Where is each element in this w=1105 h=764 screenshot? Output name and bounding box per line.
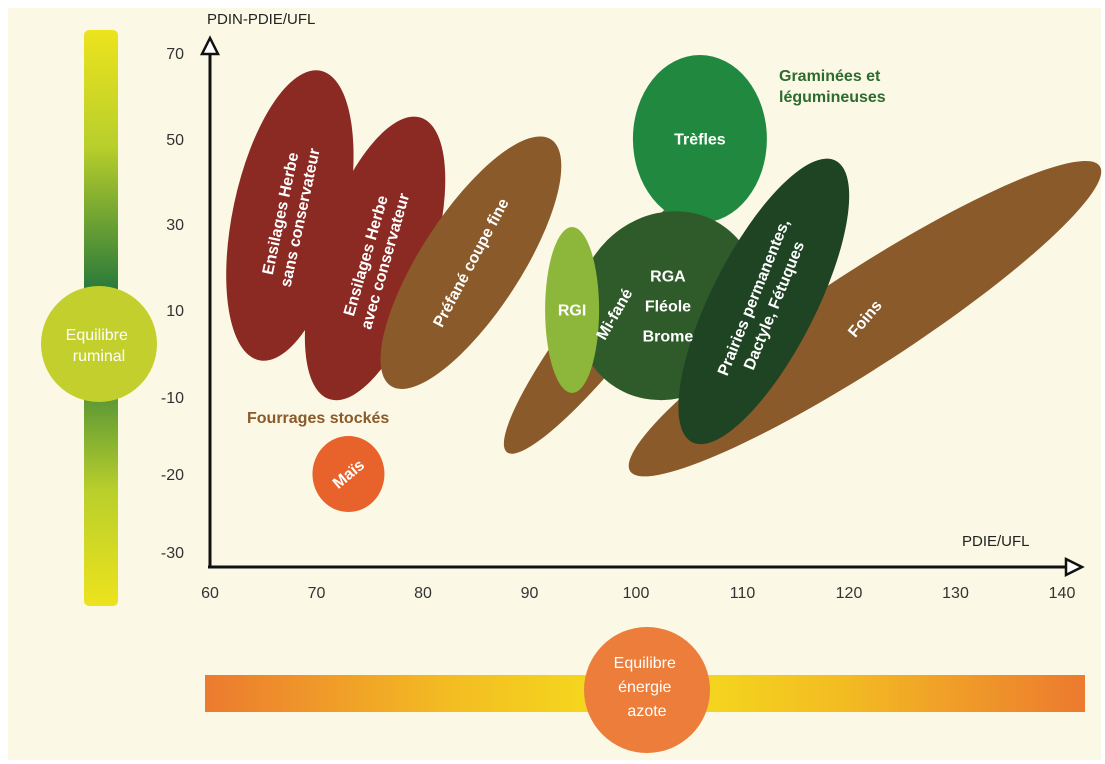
x-tick-label: 80: [414, 585, 432, 602]
region-prefane-coupe-fine: [380, 136, 562, 389]
y-axis-label: PDIN-PDIE/UFL: [207, 11, 315, 28]
region-ensilages-herbe-avec-conservateur: [304, 116, 446, 401]
x-axis-arrow: [1064, 556, 1085, 578]
y-tick-label: 30: [166, 217, 184, 234]
region-label-rga-fleole-brome: RGA Fléole Brome: [643, 268, 694, 345]
region-trefles: [632, 55, 767, 223]
y-tick-label: 70: [166, 46, 184, 63]
x-tick-label: 60: [201, 585, 219, 602]
y-tick-label: -20: [161, 467, 184, 484]
region-label-trefles: Trèfles: [674, 132, 726, 149]
y-tick-label: 10: [166, 303, 184, 320]
grasses-legumes-annotation: Graminées et légumineuses: [779, 68, 886, 106]
ruminal-balance-circle: [41, 286, 157, 402]
x-tick-label: 90: [521, 585, 539, 602]
y-tick-label: 50: [166, 132, 184, 149]
region-label-rgi: RGI: [558, 303, 586, 320]
x-tick-label: 110: [730, 585, 756, 602]
x-axis-label: PDIE/UFL: [962, 533, 1030, 550]
energy-nitrogen-label: Equilibre énergie azote: [614, 655, 681, 720]
tick-labels: 60 70 80 90 100 110 120 130 140 70 50 30 10 -10 -20 -30: [161, 46, 1076, 602]
x-tick-label: 140: [1049, 585, 1076, 602]
y-tick-label: -30: [161, 545, 184, 562]
x-tick-label: 100: [623, 585, 650, 602]
x-tick-label: 120: [836, 585, 863, 602]
x-tick-label: 70: [308, 585, 326, 602]
y-tick-label: -10: [161, 390, 184, 407]
region-prairies-permanentes-dactyle-fetuques: [678, 158, 850, 445]
ruminal-balance-label: Equilibre ruminal: [66, 327, 133, 365]
x-tick-label: 130: [942, 585, 969, 602]
forage-regions: Ensilages Herbesans conservateur Ensilage…: [226, 55, 1102, 512]
region-rgi: [545, 227, 600, 393]
stocked-forages-annotation: Fourrages stockés: [247, 410, 389, 427]
region-mais: [312, 436, 385, 512]
energy-nitrogen-circle: [584, 627, 710, 753]
y-axis-arrow: [199, 35, 221, 56]
